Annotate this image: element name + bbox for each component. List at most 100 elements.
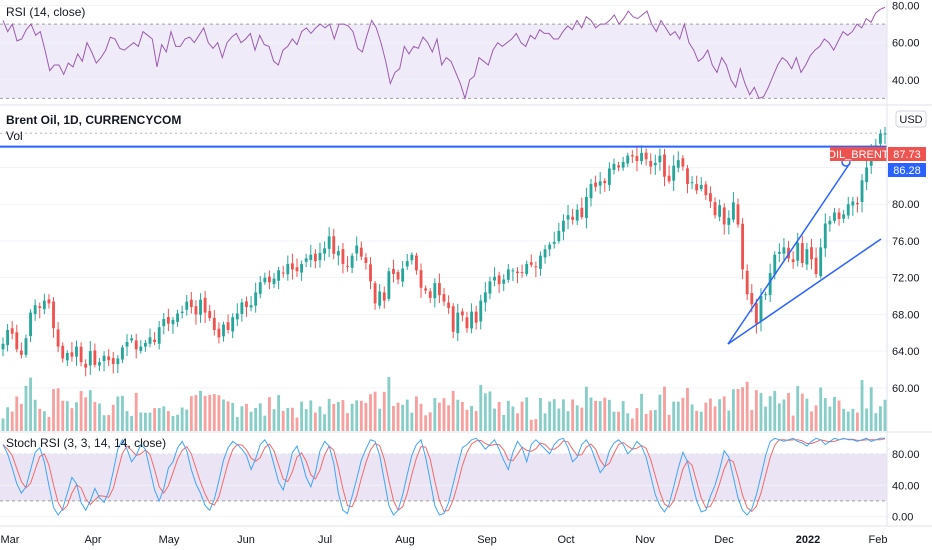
candle-body <box>819 247 823 277</box>
volume-bar <box>166 411 170 431</box>
volume-bar <box>373 391 377 431</box>
volume-bar <box>139 412 143 431</box>
candle-body <box>235 313 239 320</box>
y-tick-label: 40.00 <box>892 75 920 87</box>
candle-body <box>263 277 267 283</box>
volume-bar <box>865 408 869 431</box>
candle-body <box>539 255 542 269</box>
volume-bar <box>663 386 666 431</box>
time-axis[interactable]: Mar Apr May Jun Jul Aug Sep Oct Nov Dec 2022 Feb <box>1 534 888 546</box>
volume-bar <box>102 415 106 431</box>
candle-body <box>603 180 607 184</box>
candle-body <box>336 251 340 256</box>
volume-bar <box>681 397 685 431</box>
volume-bar <box>731 389 735 431</box>
volume-bar <box>442 398 446 431</box>
stoch-rsi-panel: Stoch RSI (3, 3, 14, 14, close) 80.00 40.… <box>0 436 920 524</box>
rsi-title: RSI (14, close) <box>6 5 85 19</box>
candle-body <box>736 204 740 225</box>
candle-body <box>419 270 423 288</box>
volume-bar <box>612 411 616 431</box>
candle-body <box>709 193 712 202</box>
candle-body <box>791 259 795 263</box>
volume-bar <box>148 412 152 431</box>
stoch-k-line <box>2 437 885 516</box>
volume-bar <box>38 408 42 431</box>
volume-bar <box>15 396 19 431</box>
trendline-steep[interactable] <box>727 162 851 345</box>
volume-bar <box>217 395 221 431</box>
candle-body <box>878 133 882 144</box>
volume-bar <box>630 418 634 431</box>
x-tick-label: Mar <box>1 534 20 546</box>
candle-body <box>460 311 464 316</box>
candle-body <box>722 207 726 225</box>
candle-body <box>10 328 14 334</box>
volume-bar <box>704 402 708 431</box>
volume-bar <box>856 412 859 431</box>
volume-bar <box>300 401 304 431</box>
candle-body <box>695 184 699 191</box>
volume-bar <box>493 408 496 431</box>
volume-bar <box>878 406 882 431</box>
y-tick-label: 80.00 <box>892 449 920 461</box>
volume-bar <box>474 411 478 431</box>
currency-button[interactable] <box>895 110 927 128</box>
trendline-shallow[interactable] <box>727 238 882 345</box>
volume-bar <box>635 408 639 431</box>
volume-bar <box>189 396 193 431</box>
candle-body <box>856 202 859 205</box>
volume-bar <box>42 411 46 431</box>
candle-body <box>741 223 745 270</box>
candle-body <box>704 184 708 196</box>
candle-body <box>355 245 359 254</box>
volume-bar <box>185 409 189 431</box>
volume-bar <box>552 399 556 431</box>
volume-bar <box>268 397 271 431</box>
candle-body <box>382 292 386 301</box>
volume-bar <box>111 404 115 431</box>
volume-bar <box>401 404 405 431</box>
candle-body <box>690 182 694 184</box>
candle-body <box>782 247 786 254</box>
volume-bar <box>10 411 14 431</box>
candle-body <box>525 263 529 275</box>
candle-body <box>607 168 611 185</box>
volume-bar <box>304 409 308 431</box>
volume-bar <box>479 384 483 431</box>
volume-bar <box>800 393 804 431</box>
candle-body <box>584 196 588 218</box>
volume-bar <box>566 411 570 431</box>
candle-body <box>810 247 813 260</box>
candle-body <box>166 317 170 324</box>
candle-body <box>837 212 841 219</box>
volume-bar <box>713 406 717 431</box>
volume-bar <box>516 413 519 431</box>
candle-body <box>254 292 258 306</box>
volume-bar <box>222 399 225 431</box>
candle-body <box>300 263 304 273</box>
candle-body <box>1 343 5 350</box>
volume-bar <box>323 414 326 431</box>
volume-bar <box>88 390 92 431</box>
candle-body <box>663 154 666 177</box>
volume-bar <box>415 396 418 431</box>
y-tick-label: 76.00 <box>892 236 920 248</box>
last-price-tag <box>888 147 926 161</box>
candle-body <box>157 327 161 344</box>
x-tick-label: May <box>159 534 180 546</box>
candle-body <box>796 242 800 261</box>
volume-bar <box>539 397 542 431</box>
candle-body <box>672 165 676 181</box>
candle-body <box>268 276 271 283</box>
candle-body <box>433 283 437 299</box>
volume-bar <box>194 395 198 431</box>
candle-body <box>488 281 492 294</box>
volume-bar <box>249 411 253 431</box>
candle-body <box>47 299 51 304</box>
volume-bar <box>534 419 538 431</box>
volume-bar <box>295 417 299 431</box>
candle-body <box>75 346 78 357</box>
candle-body <box>750 292 754 305</box>
